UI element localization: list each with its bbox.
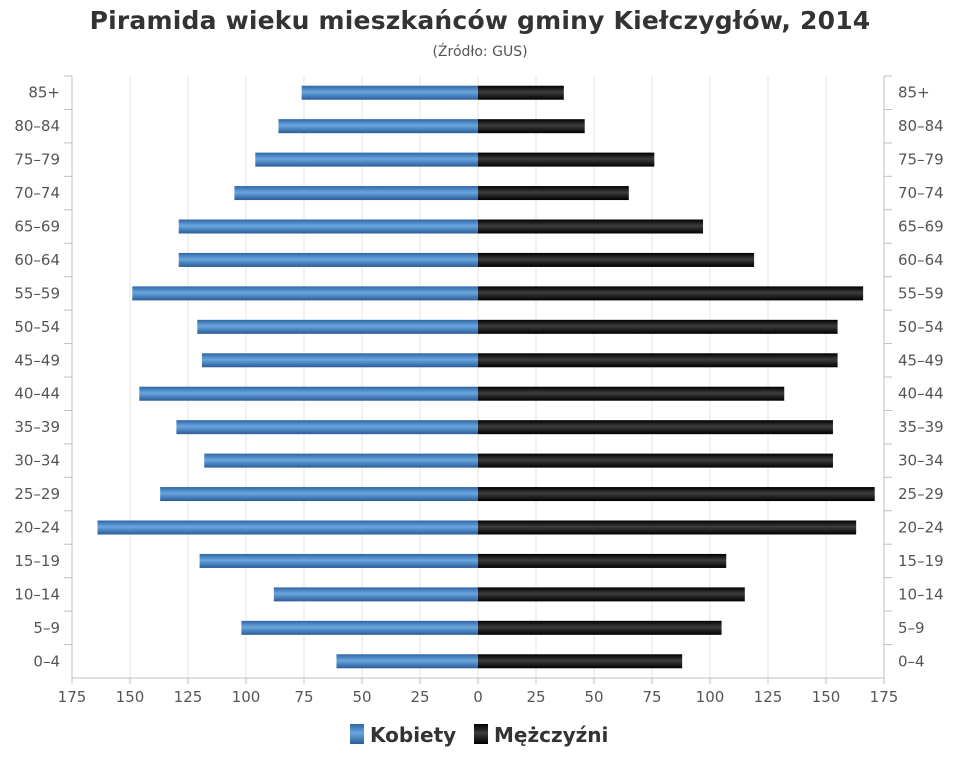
male-bar-45-49 — [478, 353, 838, 368]
age-group-label-left: 15–19 — [14, 552, 60, 570]
age-group-label-left: 45–49 — [14, 351, 60, 369]
male-bar-25-29 — [478, 487, 875, 502]
female-bar-80-84 — [278, 119, 478, 134]
age-group-label-left: 0–4 — [33, 652, 60, 670]
female-bar-60-64 — [178, 252, 478, 267]
male-bar-85+ — [478, 85, 564, 100]
legend: Kobiety Mężczyźni — [350, 723, 608, 747]
male-bar-55-59 — [478, 286, 864, 301]
female-bar-35-39 — [176, 420, 478, 435]
female-bar-50-54 — [197, 319, 478, 334]
age-group-label-right: 65–69 — [898, 218, 944, 236]
age-group-label-left: 5–9 — [33, 619, 60, 637]
age-group-label-right: 30–34 — [898, 452, 944, 470]
age-group-label-right: 55–59 — [898, 284, 944, 302]
x-tick-label: 100 — [232, 688, 261, 706]
x-tick-label: 50 — [584, 688, 603, 706]
male-bar-0-4 — [478, 654, 683, 669]
age-group-label-right: 25–29 — [898, 485, 944, 503]
x-tick-label: 175 — [870, 688, 899, 706]
age-group-label-left: 70–74 — [14, 184, 60, 202]
x-tick-label: 75 — [642, 688, 661, 706]
male-bar-50-54 — [478, 319, 838, 334]
age-group-label-left: 50–54 — [14, 318, 60, 336]
x-tick-label: 50 — [352, 688, 371, 706]
age-group-label-right: 80–84 — [898, 117, 944, 135]
male-bar-5-9 — [478, 620, 722, 635]
female-bar-65-69 — [178, 219, 478, 234]
x-tick-label: 175 — [58, 688, 87, 706]
age-group-label-right: 70–74 — [898, 184, 944, 202]
male-bar-60-64 — [478, 252, 755, 267]
age-group-label-left: 75–79 — [14, 151, 60, 169]
female-bar-45-49 — [201, 353, 479, 368]
age-group-label-right: 45–49 — [898, 351, 944, 369]
age-group-label-left: 10–14 — [14, 585, 60, 603]
age-group-label-left: 35–39 — [14, 418, 60, 436]
male-bar-75-79 — [478, 152, 655, 167]
x-tick-label: 125 — [754, 688, 783, 706]
female-bar-0-4 — [336, 654, 478, 669]
age-group-label-right: 10–14 — [898, 585, 944, 603]
legend-label-mezczyzni[interactable]: Mężczyźni — [494, 723, 608, 747]
male-bar-30-34 — [478, 453, 833, 468]
female-bar-75-79 — [255, 152, 478, 167]
male-bar-15-19 — [478, 553, 727, 568]
female-bar-40-44 — [139, 386, 478, 401]
male-bar-70-74 — [478, 186, 629, 201]
chart-title: Piramida wieku mieszkańców gminy Kiełczy… — [89, 6, 871, 35]
age-group-label-right: 85+ — [898, 84, 930, 102]
age-group-label-left: 25–29 — [14, 485, 60, 503]
age-group-label-left: 20–24 — [14, 519, 60, 537]
x-tick-label: 100 — [696, 688, 725, 706]
male-bar-20-24 — [478, 520, 857, 535]
x-tick-label: 75 — [294, 688, 313, 706]
x-tick-label: 150 — [116, 688, 145, 706]
x-tick-label: 0 — [473, 688, 483, 706]
female-bar-85+ — [301, 85, 478, 100]
age-group-label-right: 15–19 — [898, 552, 944, 570]
male-bar-40-44 — [478, 386, 785, 401]
age-group-label-left: 60–64 — [14, 251, 60, 269]
age-group-label-right: 5–9 — [898, 619, 925, 637]
x-tick-label: 25 — [410, 688, 429, 706]
male-bar-80-84 — [478, 119, 585, 134]
age-group-label-right: 0–4 — [898, 652, 925, 670]
male-bar-65-69 — [478, 219, 704, 234]
age-group-label-right: 20–24 — [898, 519, 944, 537]
female-bar-15-19 — [199, 553, 478, 568]
age-group-label-left: 65–69 — [14, 218, 60, 236]
bars — [97, 85, 875, 669]
female-bar-25-29 — [160, 487, 478, 502]
x-tick-label: 25 — [526, 688, 545, 706]
x-tick-label: 125 — [174, 688, 203, 706]
age-group-label-left: 30–34 — [14, 452, 60, 470]
female-bar-20-24 — [97, 520, 479, 535]
legend-label-kobiety[interactable]: Kobiety — [370, 723, 456, 747]
x-tick-label: 150 — [812, 688, 841, 706]
male-bar-10-14 — [478, 587, 745, 602]
female-bar-55-59 — [132, 286, 478, 301]
legend-swatch-mezczyzni[interactable] — [474, 724, 488, 744]
legend-swatch-kobiety[interactable] — [350, 724, 364, 744]
age-group-label-right: 60–64 — [898, 251, 944, 269]
age-group-label-left: 55–59 — [14, 284, 60, 302]
axes: 175 150 125 100 75 50 25 0 25 50 75 100 125 150 175 0–4… — [14, 75, 944, 706]
age-group-label-right: 40–44 — [898, 385, 944, 403]
age-group-label-left: 80–84 — [14, 117, 60, 135]
female-bar-70-74 — [234, 186, 478, 201]
age-group-label-left: 85+ — [28, 84, 60, 102]
male-bar-35-39 — [478, 420, 833, 435]
female-bar-5-9 — [241, 620, 478, 635]
female-bar-10-14 — [273, 587, 478, 602]
age-group-label-right: 50–54 — [898, 318, 944, 336]
age-group-label-right: 75–79 — [898, 151, 944, 169]
female-bar-30-34 — [204, 453, 479, 468]
chart-subtitle: (Źródło: GUS) — [432, 44, 528, 60]
age-group-label-right: 35–39 — [898, 418, 944, 436]
age-group-label-left: 40–44 — [14, 385, 60, 403]
